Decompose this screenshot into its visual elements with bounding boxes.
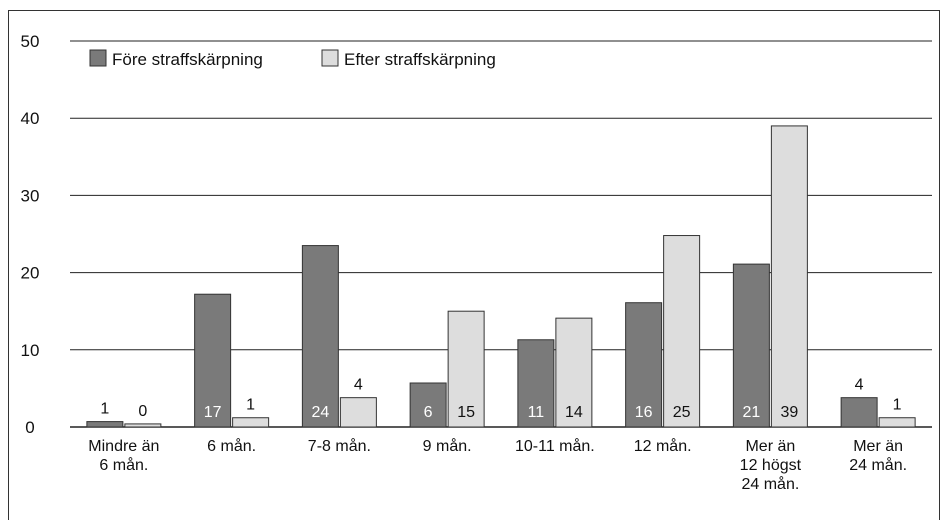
bar-fore (194, 293, 232, 428)
y-tick-label: 40 (21, 109, 40, 128)
y-axis-ticks: 0 10 20 30 40 50 (21, 32, 40, 437)
category-label: Mer än (853, 438, 903, 455)
data-label: 17 (204, 404, 222, 421)
legend: Före straffskärpning Efter straffskärpni… (89, 49, 496, 69)
data-label: 16 (635, 404, 653, 421)
data-label: 39 (780, 404, 798, 421)
x-axis-categories: Mindre än6 mån.6 mån. 7-8 mån. 9 mån. 10-11… (88, 437, 907, 493)
y-tick-label: 30 (21, 186, 40, 205)
y-tick-label: 50 (21, 32, 40, 51)
y-tick-label: 10 (21, 341, 40, 360)
y-tick-label: 0 (25, 418, 34, 437)
data-label: 24 (311, 404, 329, 421)
data-label: 1 (246, 397, 255, 414)
legend-swatch-efter (321, 49, 339, 67)
legend-label-fore: Före straffskärpning (112, 50, 263, 69)
category-label: Mer än (745, 438, 795, 455)
bar-fore (86, 421, 124, 428)
bar-efter (878, 417, 916, 428)
bar-fore (301, 245, 339, 428)
chart-frame (8, 10, 940, 520)
data-label: 15 (457, 404, 475, 421)
bar-fore (625, 302, 663, 428)
bar-efter (339, 397, 377, 428)
data-label: 4 (855, 377, 864, 394)
y-tick-label: 20 (21, 264, 40, 283)
data-label: 11 (528, 404, 545, 421)
data-label: 1 (100, 401, 109, 418)
category-label: 12 mån. (634, 437, 692, 455)
bar-fore (840, 397, 878, 428)
category-label: 24 mån. (849, 456, 907, 474)
bar-fore (517, 339, 555, 428)
category-label: 7-8 mån. (308, 437, 371, 455)
bar-efter (447, 310, 485, 428)
bars (86, 125, 916, 428)
legend-swatch-fore (89, 49, 107, 67)
data-label: 25 (673, 404, 691, 421)
data-label: 14 (565, 404, 583, 421)
data-label: 21 (742, 404, 760, 421)
category-label: Mindre än (88, 438, 159, 455)
bar-efter (232, 417, 270, 428)
data-label: 0 (138, 403, 147, 420)
bar-efter (770, 125, 808, 428)
category-label: 10-11 mån. (515, 437, 595, 455)
bar-fore (732, 263, 770, 428)
category-label: 9 mån. (423, 437, 472, 455)
category-label: 24 mån. (741, 475, 799, 493)
bar-efter (124, 423, 162, 428)
category-label: 6 mån. (99, 456, 148, 474)
legend-label-efter: Efter straffskärpning (344, 50, 496, 69)
bar-efter (663, 235, 701, 428)
bar-fore (409, 382, 447, 428)
data-label: 4 (354, 377, 363, 394)
data-labels: 1 0 17 1 24 4 6 15 11 14 16 25 21 39 4 1 (100, 377, 901, 421)
data-label: 6 (424, 404, 433, 421)
category-label: 12 högst (740, 457, 802, 474)
category-label: 6 mån. (207, 437, 256, 455)
data-label: 1 (893, 397, 902, 414)
bar-efter (555, 317, 593, 428)
